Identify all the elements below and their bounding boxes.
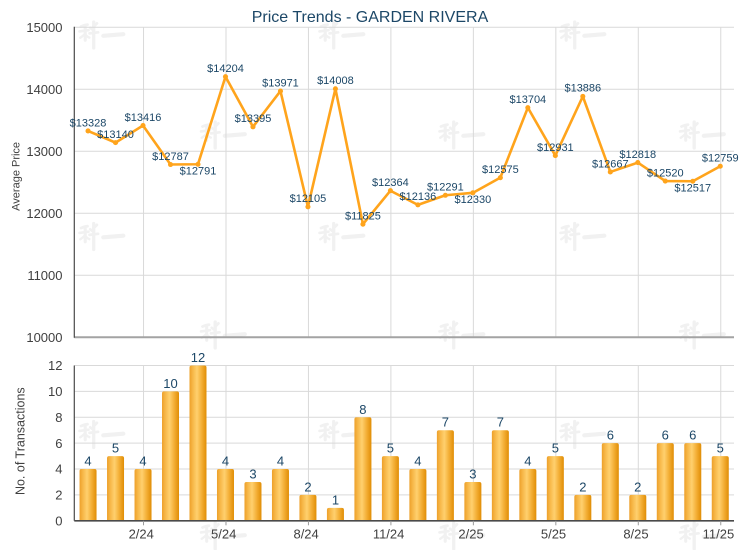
svg-text:6: 6 <box>55 436 62 451</box>
svg-text:5: 5 <box>552 441 559 456</box>
svg-text:6: 6 <box>662 428 669 443</box>
svg-text:1: 1 <box>332 492 339 507</box>
svg-text:Price Trends - GARDEN RIVERA: Price Trends - GARDEN RIVERA <box>252 9 489 26</box>
svg-text:$12791: $12791 <box>180 166 217 178</box>
svg-text:$12136: $12136 <box>400 191 437 203</box>
svg-text:Average Price: Average Price <box>11 142 23 211</box>
svg-text:12: 12 <box>48 358 62 373</box>
svg-text:No. of Transactions: No. of Transactions <box>14 387 28 495</box>
svg-text:2/24: 2/24 <box>129 527 154 542</box>
svg-text:$12364: $12364 <box>372 177 409 189</box>
svg-text:8: 8 <box>55 410 62 425</box>
svg-text:11/24: 11/24 <box>373 527 405 542</box>
svg-text:11/25: 11/25 <box>703 527 735 542</box>
svg-text:4: 4 <box>524 454 531 469</box>
svg-text:$13328: $13328 <box>70 117 107 129</box>
svg-text:$12759: $12759 <box>702 153 739 165</box>
svg-text:$12520: $12520 <box>647 167 684 179</box>
svg-text:4: 4 <box>84 454 91 469</box>
svg-text:7: 7 <box>442 415 449 430</box>
svg-text:$13971: $13971 <box>262 77 299 89</box>
svg-text:$12818: $12818 <box>619 149 656 161</box>
svg-text:15000: 15000 <box>26 20 62 35</box>
svg-text:3: 3 <box>249 466 256 481</box>
svg-text:10000: 10000 <box>26 330 62 345</box>
svg-text:10: 10 <box>48 384 62 399</box>
svg-text:2/25: 2/25 <box>458 527 483 542</box>
svg-text:$12517: $12517 <box>674 183 711 195</box>
svg-text:6: 6 <box>689 428 696 443</box>
svg-text:$12291: $12291 <box>427 182 464 194</box>
svg-text:8/24: 8/24 <box>293 527 318 542</box>
svg-text:$12931: $12931 <box>537 142 574 154</box>
svg-text:6: 6 <box>607 428 614 443</box>
svg-text:$12787: $12787 <box>152 151 189 163</box>
svg-text:12: 12 <box>191 350 205 365</box>
svg-text:$12667: $12667 <box>592 158 629 170</box>
svg-text:8/25: 8/25 <box>623 527 648 542</box>
svg-text:$13140: $13140 <box>97 129 134 141</box>
svg-text:$14204: $14204 <box>207 63 244 75</box>
svg-text:$12330: $12330 <box>455 194 492 206</box>
svg-text:$13416: $13416 <box>125 112 162 124</box>
svg-text:4: 4 <box>55 462 62 477</box>
svg-text:$13886: $13886 <box>564 83 601 95</box>
svg-text:2: 2 <box>579 479 586 494</box>
svg-text:5: 5 <box>717 441 724 456</box>
svg-text:4: 4 <box>222 454 229 469</box>
svg-text:8: 8 <box>359 402 366 417</box>
svg-text:7: 7 <box>497 415 504 430</box>
svg-text:$12575: $12575 <box>482 164 519 176</box>
svg-text:10: 10 <box>163 376 177 391</box>
svg-text:$13704: $13704 <box>509 94 546 106</box>
svg-text:2: 2 <box>634 479 641 494</box>
svg-text:12000: 12000 <box>26 206 62 221</box>
svg-text:11000: 11000 <box>27 268 62 283</box>
svg-text:14000: 14000 <box>26 82 62 97</box>
svg-text:4: 4 <box>414 454 421 469</box>
svg-text:$12105: $12105 <box>290 193 327 205</box>
svg-text:$11825: $11825 <box>345 210 381 222</box>
svg-text:5/25: 5/25 <box>541 527 566 542</box>
svg-text:4: 4 <box>139 454 146 469</box>
svg-text:0: 0 <box>55 513 62 528</box>
svg-text:2: 2 <box>304 479 311 494</box>
svg-text:3: 3 <box>469 466 476 481</box>
svg-text:$13395: $13395 <box>235 113 272 125</box>
svg-text:5/24: 5/24 <box>211 527 236 542</box>
svg-text:5: 5 <box>387 441 394 456</box>
svg-text:2: 2 <box>55 488 62 503</box>
svg-text:4: 4 <box>277 454 284 469</box>
svg-text:$14008: $14008 <box>317 75 354 87</box>
svg-text:13000: 13000 <box>26 144 62 159</box>
svg-text:5: 5 <box>112 441 119 456</box>
